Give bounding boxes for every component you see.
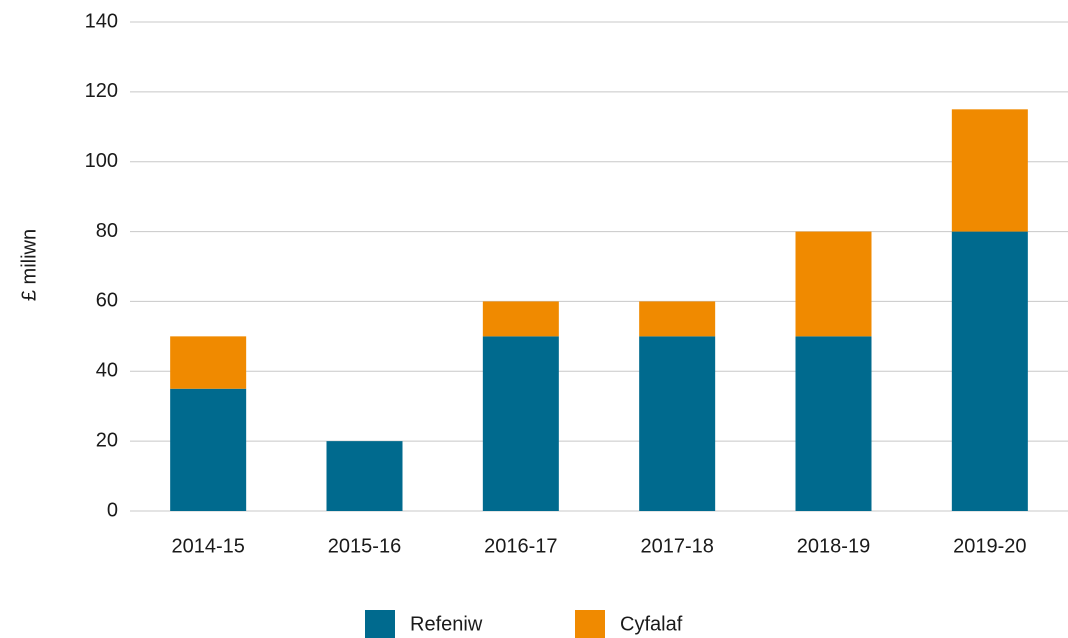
legend-label: Cyfalaf [620, 613, 683, 635]
bar-segment [326, 441, 403, 511]
legend-label: Refeniw [410, 613, 483, 635]
x-tick-label: 2016-17 [484, 535, 557, 557]
x-tick-label: 2018-19 [797, 535, 870, 557]
y-tick-label: 80 [96, 220, 118, 242]
legend-swatch [365, 610, 395, 638]
bar-segment [795, 336, 872, 511]
bar-segment [951, 231, 1028, 512]
bar-segment [639, 301, 716, 337]
y-axis-label: £ miliwn [18, 229, 40, 301]
bar-segment [170, 336, 247, 389]
bar-segment [951, 109, 1028, 232]
x-tick-label: 2015-16 [328, 535, 401, 557]
x-tick-label: 2019-20 [953, 535, 1026, 557]
y-tick-label: 100 [85, 150, 118, 172]
bar-segment [639, 336, 716, 511]
bar-segment [482, 336, 559, 511]
y-tick-label: 120 [85, 80, 118, 102]
legend-swatch [575, 610, 605, 638]
bar-segment [482, 301, 559, 337]
bar-segment [795, 231, 872, 337]
y-tick-label: 40 [96, 360, 118, 382]
y-tick-label: 140 [85, 10, 118, 32]
bar-segment [170, 388, 247, 511]
y-tick-label: 0 [107, 499, 118, 521]
x-tick-label: 2017-18 [640, 535, 713, 557]
y-tick-label: 60 [96, 290, 118, 312]
y-tick-label: 20 [96, 429, 118, 451]
x-tick-label: 2014-15 [171, 535, 244, 557]
